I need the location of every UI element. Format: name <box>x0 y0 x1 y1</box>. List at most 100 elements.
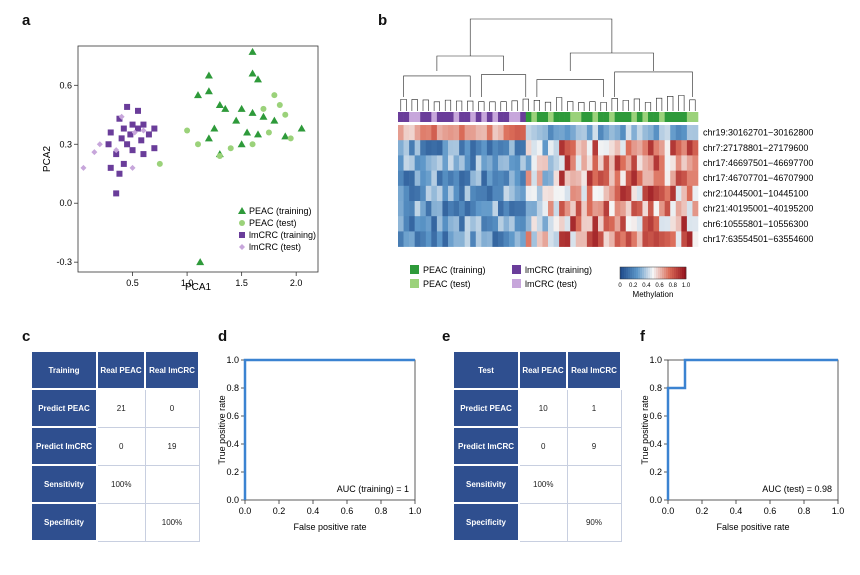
color-key-cell <box>668 267 671 279</box>
heatmap-cell <box>603 201 610 217</box>
heatmap-cell <box>636 170 643 187</box>
heatmap-cell <box>453 231 460 247</box>
heatmap-cell <box>425 231 432 247</box>
heatmap-cell <box>453 140 460 156</box>
heatmap-cell <box>486 201 493 217</box>
color-key-tick: 0.4 <box>642 283 651 289</box>
heatmap-cell <box>675 155 682 171</box>
heatmap-cell <box>420 201 427 217</box>
heatmap-cell <box>670 170 677 187</box>
roc-plot-frame <box>667 359 839 501</box>
pca-x-label: PCA1 <box>185 282 212 293</box>
heatmap-cell <box>625 140 632 156</box>
sample-annotation-cell <box>414 112 421 122</box>
y-tick-label: 0.0 <box>226 495 239 505</box>
sample-annotation-cell <box>620 112 627 122</box>
heatmap-cell <box>498 170 504 187</box>
heatmap-cell <box>642 140 649 156</box>
dendrogram-branch <box>456 100 463 111</box>
heatmap-cell <box>464 201 471 217</box>
heatmap-cell <box>592 140 599 156</box>
heatmap-cell <box>653 216 660 232</box>
heatmap-cell <box>425 201 432 217</box>
dendrogram-branch <box>481 74 527 97</box>
scatter-point <box>227 145 234 152</box>
heatmap-cell <box>614 140 621 156</box>
heatmap-cell <box>586 170 593 187</box>
scatter-point <box>221 104 230 112</box>
heatmap-cell <box>503 185 510 202</box>
scatter-point <box>216 153 223 160</box>
roc-plot-frame <box>244 359 416 501</box>
heatmap-cell <box>592 216 599 232</box>
y-tick-label: 0.4 <box>649 439 662 449</box>
heatmap-cell <box>531 185 538 202</box>
x-tick-label: 0.6 <box>341 506 354 516</box>
heatmap-cell <box>481 231 488 247</box>
heatmap-cell <box>692 140 699 156</box>
heatmap-cell <box>509 170 515 187</box>
sample-annotation-cell <box>436 112 443 122</box>
heatmap-cell <box>620 231 627 247</box>
heatmap-cell <box>436 201 443 217</box>
dendrogram-branch <box>589 101 596 111</box>
heatmap-cell <box>592 155 599 171</box>
heatmap-cell <box>464 140 471 156</box>
x-tick-label: 0.5 <box>126 278 139 288</box>
heatmap-cell <box>692 185 699 202</box>
color-key-cell <box>644 267 647 279</box>
dendrogram-branch <box>436 55 504 71</box>
heatmap-cell <box>636 231 643 247</box>
heatmap-cell <box>436 216 443 232</box>
heatmap-cell <box>542 201 549 217</box>
heatmap-cell <box>442 216 449 232</box>
color-key-cell <box>670 267 673 279</box>
heatmap-cell <box>625 201 632 217</box>
heatmap-cell <box>542 185 549 202</box>
heatmap-cell <box>653 155 660 171</box>
color-key-cell <box>678 267 681 279</box>
color-key-cell <box>648 267 651 279</box>
sample-annotation-cell <box>598 112 604 122</box>
heatmap-cell <box>642 201 649 217</box>
heatmap-cell <box>681 201 688 217</box>
color-key-cell <box>672 267 675 279</box>
dendrogram-branch <box>578 102 585 111</box>
sample-annotation-bar <box>398 112 699 122</box>
heatmap-cell <box>675 231 682 247</box>
heatmap-cell <box>448 216 454 232</box>
sample-annotation-cell <box>659 112 665 122</box>
heatmap-cell <box>520 140 527 156</box>
sample-annotation-cell <box>548 112 554 122</box>
table-cell: 9 <box>566 426 622 466</box>
scatter-point <box>135 125 141 132</box>
heatmap-cell <box>414 140 421 156</box>
color-key-cell <box>680 267 683 279</box>
heatmap-cell <box>403 155 410 171</box>
roc-training-chart: 0.00.0 0.2 0.2 0.4 0.4 0.6 0.6 0.8 0.8 1.0 1.0 AUC … <box>217 355 421 532</box>
dendrogram-branch <box>689 99 696 111</box>
heatmap-cell <box>609 216 615 232</box>
heatmap-cell <box>420 170 427 187</box>
heatmap-cells <box>398 125 699 247</box>
color-key-cell <box>636 267 639 279</box>
x-tick-label: 0.0 <box>239 506 252 516</box>
heatmap-cell <box>403 201 410 217</box>
heatmap-cell <box>509 216 515 232</box>
scatter-point <box>297 124 306 132</box>
heatmap-cell <box>636 140 643 156</box>
heatmap-cell <box>659 216 665 232</box>
sample-annotation-cell <box>603 112 610 122</box>
heatmap-cell <box>681 231 688 247</box>
heatmap-cell <box>448 231 454 247</box>
heatmap-cell <box>614 216 621 232</box>
scatter-point <box>248 69 257 77</box>
heatmap-cell <box>431 216 438 232</box>
heatmap-cell <box>514 155 521 171</box>
sample-annotation-cell <box>648 112 654 122</box>
sample-annotation-cell <box>681 112 688 122</box>
heatmap-cell <box>581 170 588 187</box>
heatmap-cell <box>459 201 465 217</box>
pca-y-label: PCA2 <box>42 146 53 173</box>
heatmap-cell <box>542 155 549 171</box>
